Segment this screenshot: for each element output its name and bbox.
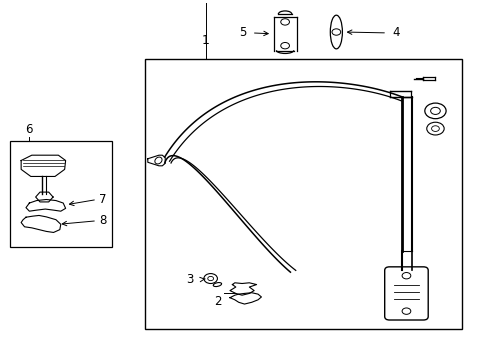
Bar	[10, 141, 111, 247]
Text: 8: 8	[99, 214, 106, 227]
Bar	[145, 59, 461, 329]
Text: 1: 1	[202, 34, 209, 47]
Text: 7: 7	[99, 193, 107, 206]
Text: 3: 3	[186, 273, 193, 286]
Text: 2: 2	[214, 295, 221, 308]
Text: 5: 5	[239, 26, 246, 39]
Text: 4: 4	[391, 26, 399, 39]
Text: 6: 6	[25, 123, 33, 136]
